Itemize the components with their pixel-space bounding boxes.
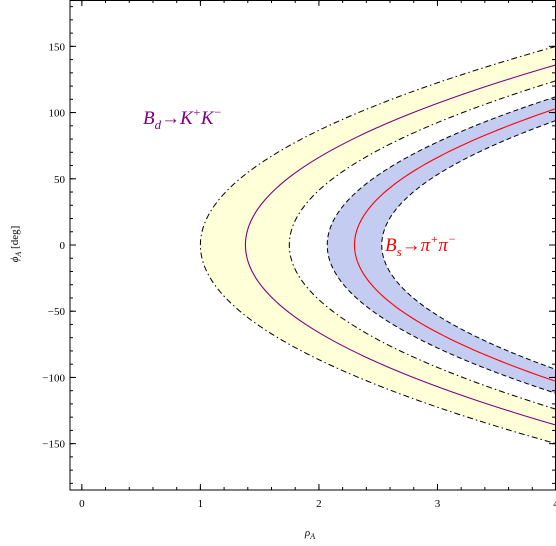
x-axis-label-main: ρ	[304, 527, 310, 539]
annotation-bd-kk: Bd→K+K−	[143, 105, 222, 132]
y-tick-label-50: 50	[54, 174, 66, 186]
central-curve-0	[244, 64, 556, 426]
ticks-layer: 0 1 2 3 4 −150 −100 −50 0 50 100 150	[42, 0, 556, 510]
y-tick-label--150: −150	[42, 439, 65, 451]
annotation-bs-pipi: Bs→π+π−	[385, 232, 456, 259]
y-tick-label--50: −50	[48, 306, 66, 318]
y-axis-label-unit: [deg]	[9, 226, 21, 252]
x-axis-label-sub: A	[309, 532, 315, 541]
series-1	[326, 96, 556, 394]
y-axis-label-sub: A	[14, 252, 23, 258]
x-axis-label: ρA	[304, 527, 315, 541]
y-tick-label-150: 150	[49, 41, 66, 53]
band-outer-boundary-0	[199, 45, 556, 445]
band-fill-0	[200, 46, 556, 444]
x-tick-label-4: 4	[553, 498, 556, 510]
y-tick-label--100: −100	[42, 372, 65, 384]
bands-layer	[199, 45, 556, 445]
band-outer-boundary-1	[326, 96, 556, 394]
band-inner-boundary-1	[381, 120, 556, 370]
x-tick-label-1: 1	[198, 498, 204, 510]
y-axis-label: ϕA [deg]	[9, 226, 23, 263]
y-axis-label-main: ϕ	[9, 256, 21, 262]
band-fill-1	[327, 96, 556, 394]
x-tick-label-3: 3	[435, 498, 441, 510]
y-tick-label-0: 0	[60, 240, 66, 252]
x-tick-label-2: 2	[316, 498, 322, 510]
x-tick-label-0: 0	[79, 498, 85, 510]
y-tick-label-100: 100	[49, 108, 66, 120]
band-inner-boundary-0	[288, 80, 556, 410]
central-curve-1	[353, 108, 556, 382]
series-0	[199, 45, 556, 445]
